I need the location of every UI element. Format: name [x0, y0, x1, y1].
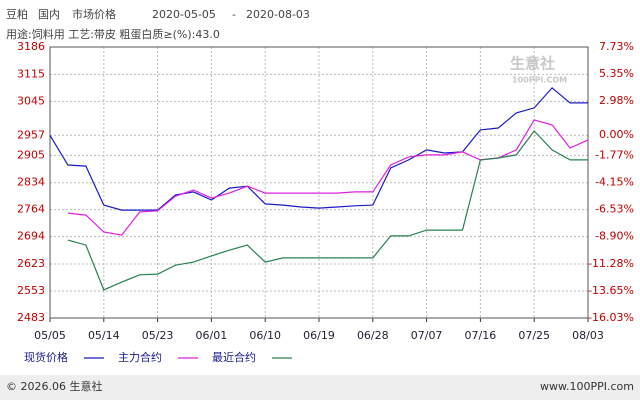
- copyright: © 2026.06 生意社: [6, 379, 102, 393]
- y-tick-label: 2905: [17, 148, 45, 161]
- y2-tick-label: -11.28%: [588, 257, 634, 270]
- series-line: [49, 87, 588, 211]
- series-line: [67, 130, 588, 291]
- watermark: 生意社 100PPI.COM: [510, 55, 567, 85]
- x-tick-label: 07/16: [465, 329, 497, 342]
- watermark-name: 生意社: [510, 55, 555, 73]
- y-tick-label: 3186: [17, 40, 45, 53]
- legend-label: 主力合约: [118, 350, 162, 364]
- title-part: -: [232, 8, 236, 21]
- y2-tick-label: -8.90%: [595, 230, 634, 243]
- y-tick-label: 3045: [17, 94, 45, 107]
- title-part: 2020-05-05: [152, 8, 216, 21]
- y2-tick-label: -13.65%: [588, 284, 634, 297]
- y2-tick-label: 2.98%: [599, 94, 634, 107]
- y-tick-label: 2764: [17, 203, 45, 216]
- x-tick-label: 07/07: [411, 329, 443, 342]
- y-tick-label: 3115: [17, 67, 45, 80]
- x-tick-label: 07/25: [518, 329, 550, 342]
- title-part: 国内: [38, 7, 60, 21]
- x-tick-label: 06/10: [249, 329, 281, 342]
- y2-tick-label: -4.15%: [595, 176, 634, 189]
- header: 豆粕 国内 市场价格 2020-05-05 - 2020-08-03 用途:饲料…: [6, 7, 310, 41]
- title-part: 2020-08-03: [246, 8, 310, 21]
- y-tick-label: 2834: [17, 176, 45, 189]
- y-tick-label: 2483: [17, 311, 45, 324]
- y2-tick-label: -16.03%: [588, 311, 634, 324]
- y-tick-label: 2553: [17, 284, 45, 297]
- y2-tick-label: -6.53%: [595, 203, 634, 216]
- subtitle: 用途:饲料用 工艺:带皮 粗蛋白质≥(%):43.0: [6, 27, 220, 41]
- y2-tick-label: 5.35%: [599, 67, 634, 80]
- x-tick-label: 05/14: [88, 329, 120, 342]
- footer-band: [0, 375, 640, 400]
- x-tick-label: 05/23: [142, 329, 174, 342]
- x-tick-label: 06/28: [357, 329, 389, 342]
- legend-label: 现货价格: [24, 350, 68, 364]
- y2-tick-label: 0.00%: [599, 128, 634, 141]
- footer-site: www.100PPI.com: [540, 380, 634, 393]
- y-tick-label: 2957: [17, 128, 45, 141]
- y-tick-label: 2623: [17, 257, 45, 270]
- x-tick-label: 06/19: [303, 329, 335, 342]
- title-part: 豆粕: [6, 7, 28, 21]
- legend-label: 最近合约: [212, 350, 256, 364]
- y2-tick-label: 7.73%: [599, 40, 634, 53]
- series-line: [67, 119, 589, 236]
- plot-frame: [49, 46, 589, 319]
- watermark-site: 100PPI.COM: [512, 76, 567, 85]
- y-tick-label: 2694: [17, 230, 45, 243]
- x-tick-label: 06/01: [196, 329, 228, 342]
- x-tick-label: 05/05: [34, 329, 66, 342]
- title-part: 市场价格: [72, 7, 116, 21]
- y2-tick-label: -1.77%: [595, 148, 634, 161]
- x-tick-label: 08/03: [572, 329, 604, 342]
